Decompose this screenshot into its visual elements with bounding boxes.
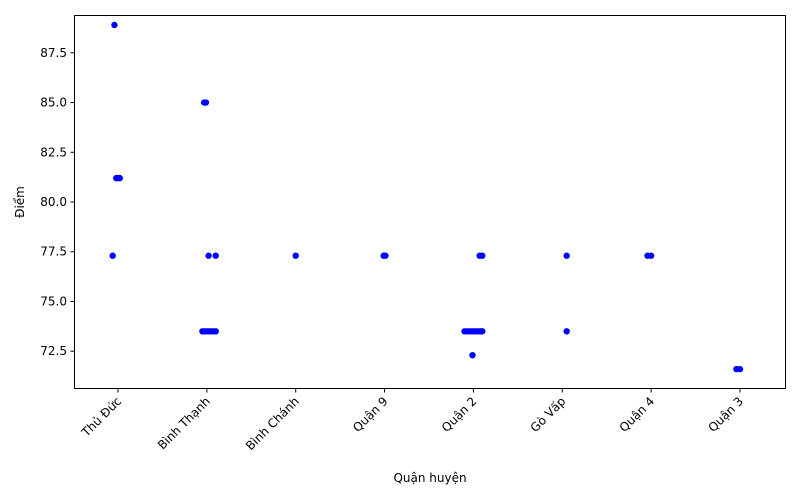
data-point	[563, 328, 570, 335]
y-tick-label: 75.0	[40, 294, 67, 308]
data-point	[479, 252, 486, 259]
data-point	[205, 252, 212, 259]
points-layer	[109, 21, 744, 373]
data-point	[292, 252, 299, 259]
y-tick-label: 80.0	[40, 195, 67, 209]
data-point	[563, 252, 570, 259]
data-point	[382, 252, 389, 259]
data-point	[212, 328, 219, 335]
y-tick-label: 77.5	[40, 245, 67, 259]
y-tick-label: 72.5	[40, 344, 67, 358]
data-point	[116, 174, 123, 182]
y-tick-label: 82.5	[40, 145, 67, 159]
data-point	[647, 252, 655, 259]
y-tick-label: 85.0	[40, 96, 67, 110]
y-axis: 72.5 75.0 77.5 80.0 82.5 85.0 87.5	[40, 46, 75, 358]
y-axis-label: Điểm	[13, 186, 27, 218]
data-point	[212, 252, 219, 259]
data-point	[479, 328, 486, 335]
data-point	[469, 351, 476, 359]
y-tick-label: 87.5	[40, 46, 67, 60]
x-axis-label: Quận huyện	[393, 471, 466, 485]
data-point	[111, 21, 118, 29]
data-point	[736, 365, 744, 373]
data-point	[109, 252, 116, 259]
data-point	[202, 99, 210, 106]
